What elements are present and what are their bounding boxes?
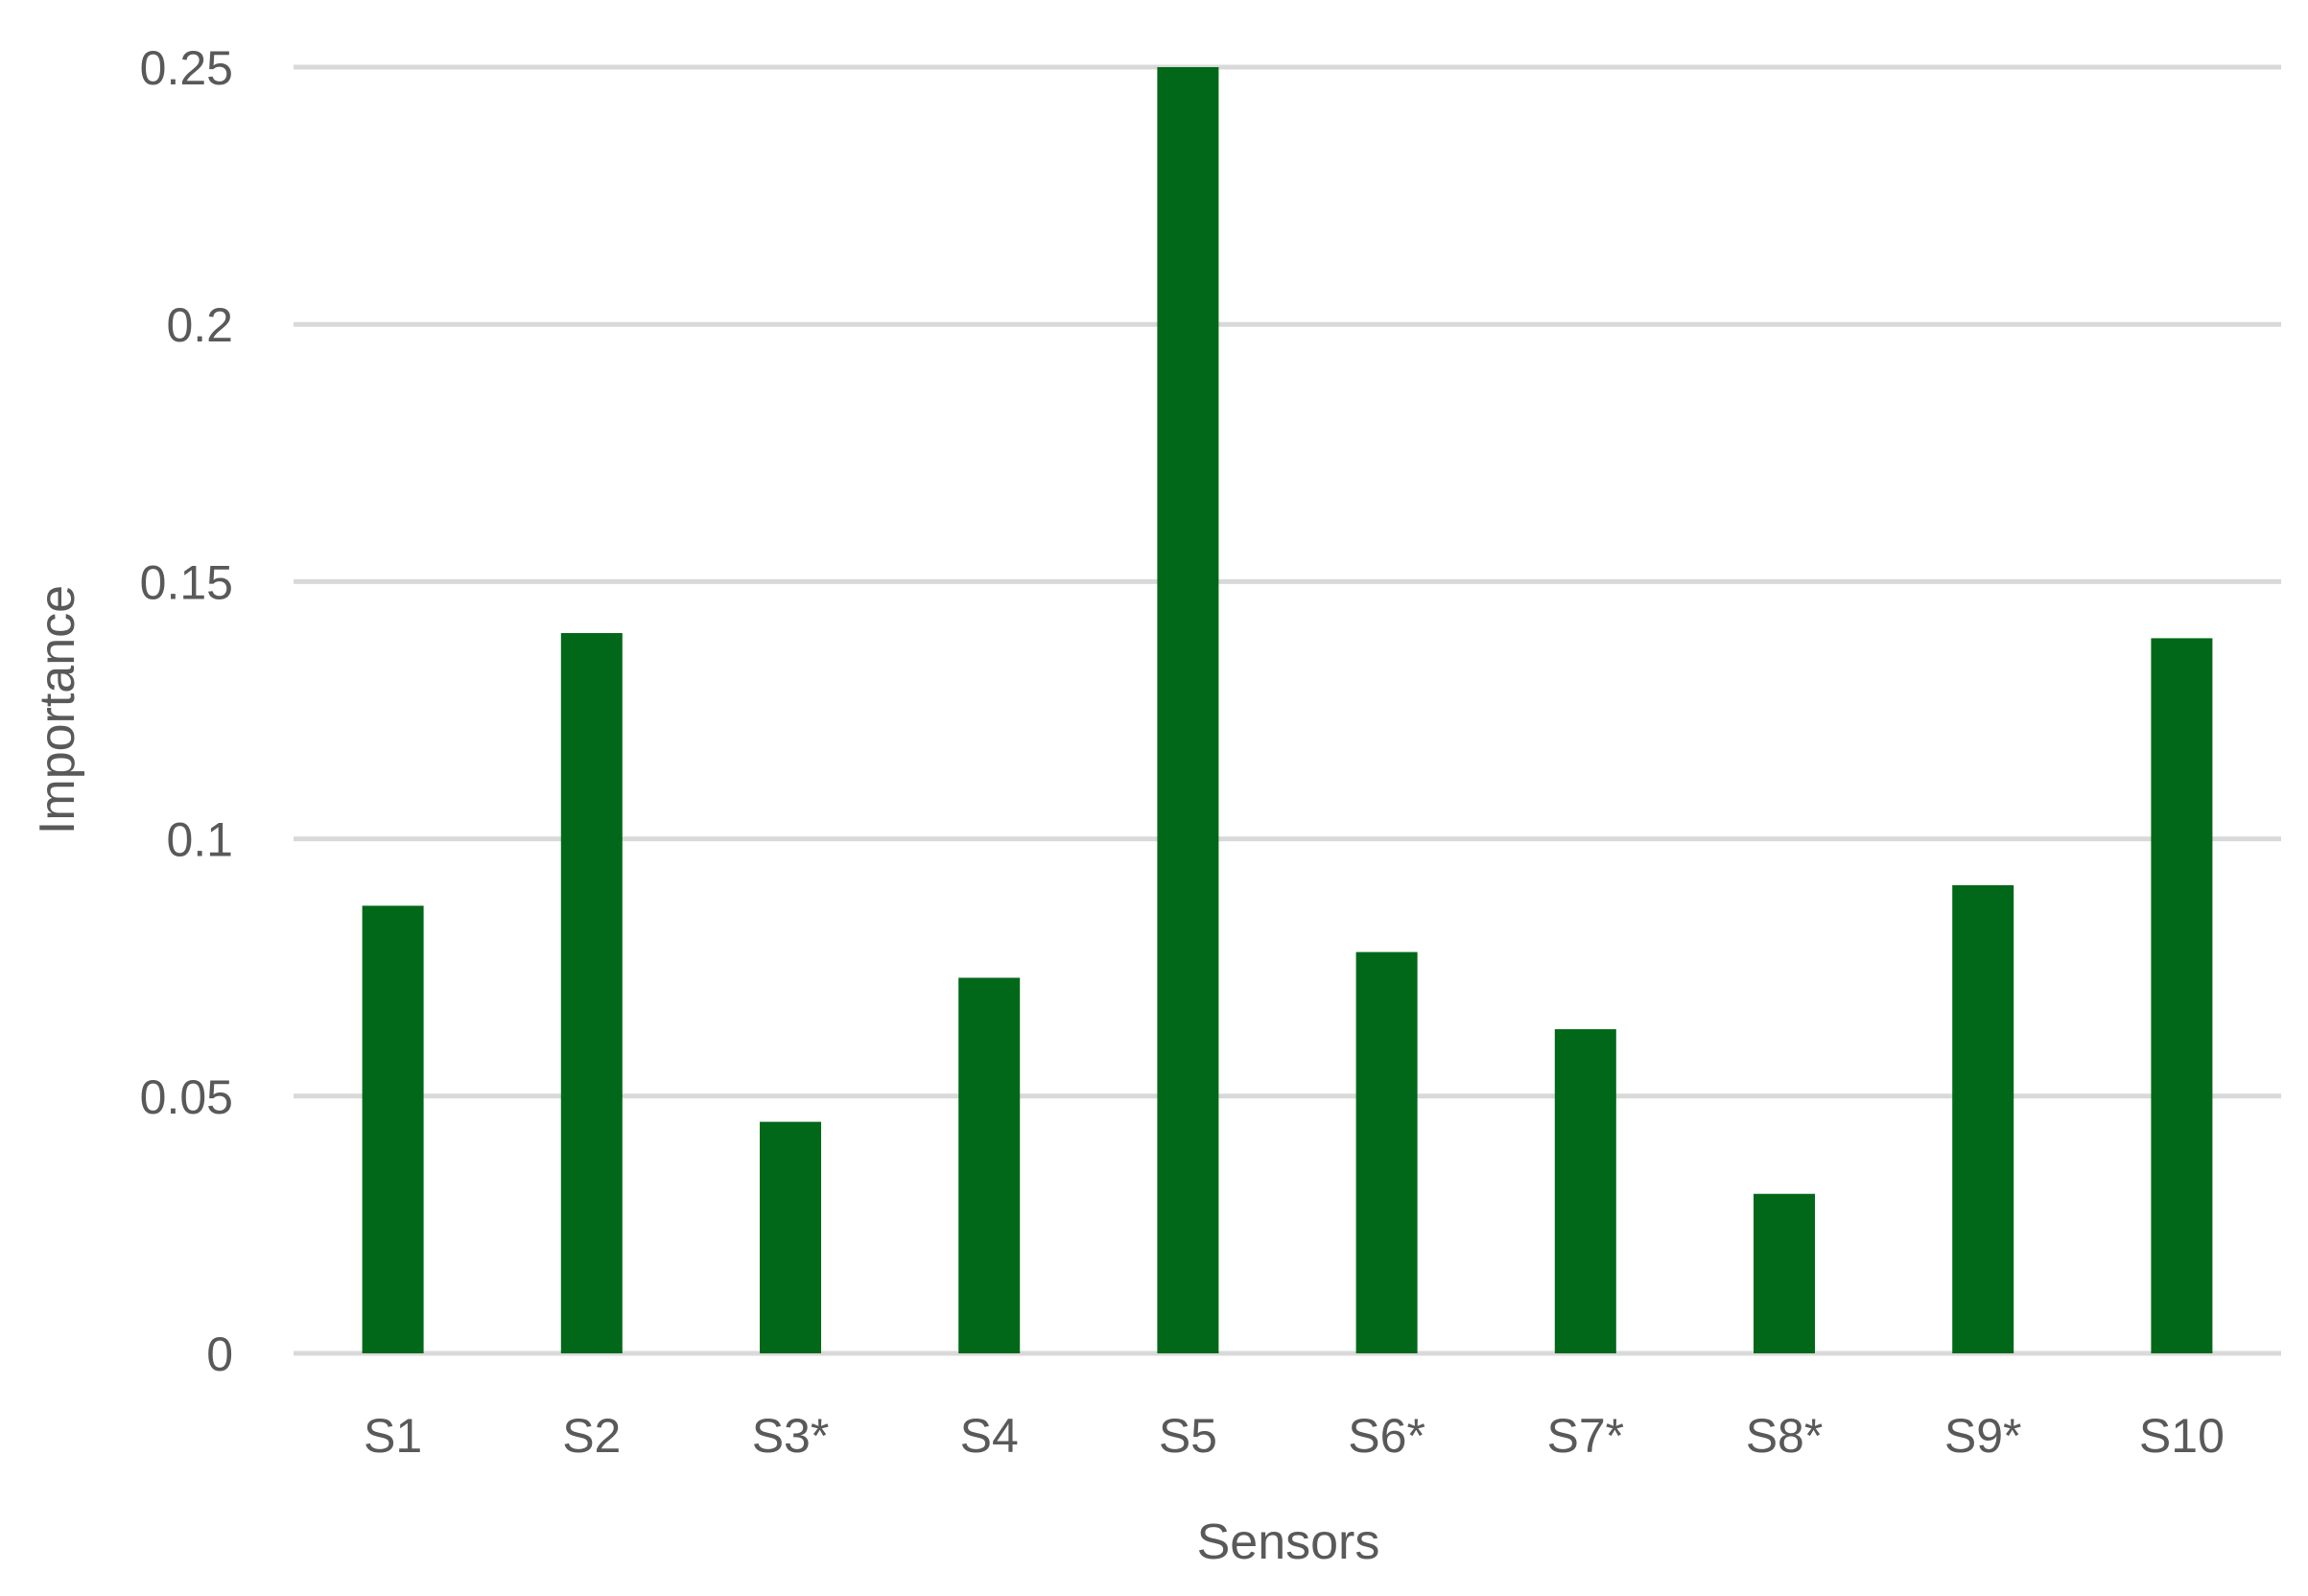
y-tick-label: 0.25 [140,41,233,95]
y-axis-title: Importance [30,585,85,834]
bar-s8-star [1754,1193,1815,1353]
y-tick-label: 0.2 [166,298,233,352]
y-axis-tick-labels: 0 0.05 0.1 0.15 0.2 0.25 [140,41,233,1381]
x-tick-label: S4 [960,1409,1019,1463]
gridlines [294,64,2281,1356]
bar-s5 [1157,67,1219,1353]
bar-s1 [362,905,424,1353]
x-tick-label: S3* [752,1409,830,1463]
x-tick-label: S5 [1159,1409,1217,1463]
x-axis-tick-labels: S1 S2 S3* S4 S5 S6* S7* S8* S9* S10 [364,1409,2225,1463]
y-tick-label: 0.05 [140,1070,233,1124]
bar-s2 [560,633,623,1353]
x-axis-title: Sensors [1197,1514,1380,1570]
x-tick-label: S10 [2139,1409,2225,1463]
y-tick-label: 0 [206,1327,233,1381]
x-tick-label: S7* [1546,1409,1624,1463]
bars [362,67,2213,1353]
y-tick-label: 0.15 [140,555,233,609]
bar-s9-star [1952,884,2014,1353]
x-tick-label: S9* [1944,1409,2022,1463]
bar-s4 [958,977,1021,1353]
x-tick-label: S6* [1348,1409,1425,1463]
x-tick-label: S8* [1746,1409,1824,1463]
x-tick-label: S1 [364,1409,422,1463]
y-tick-label: 0.1 [166,813,233,867]
bar-s7-star [1554,1029,1616,1353]
bar-s10 [2151,638,2213,1353]
bar-s3-star [760,1121,821,1353]
x-tick-label: S2 [562,1409,621,1463]
bar-s6-star [1355,951,1418,1353]
